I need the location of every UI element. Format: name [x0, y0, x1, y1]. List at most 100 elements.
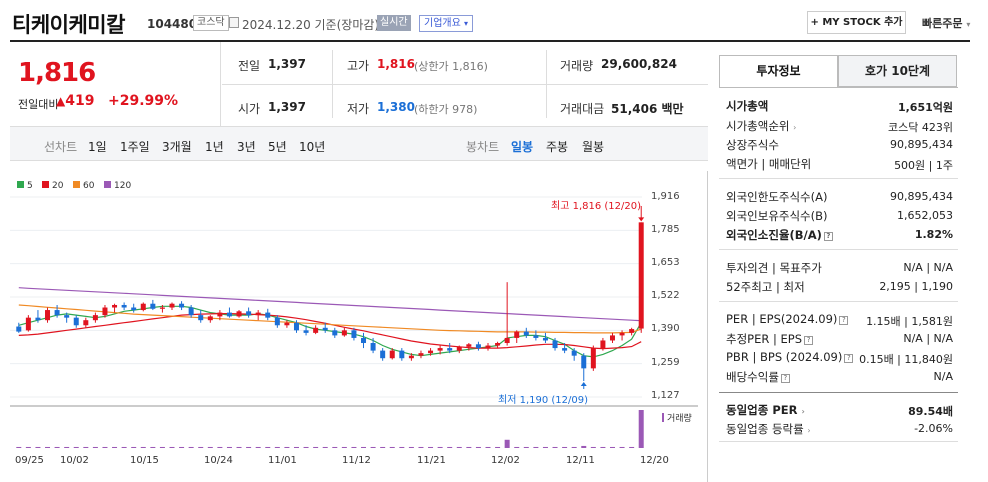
volume-bar: [140, 446, 146, 448]
ma60-line: [18, 304, 642, 334]
volume-bar: [198, 446, 204, 448]
volume-bar: [35, 446, 41, 448]
period-3m[interactable]: 3개월: [162, 140, 192, 154]
pbr-bps-value: 0.15배 | 11,840원: [859, 353, 953, 366]
candle-body: [150, 303, 156, 309]
candle-body: [112, 304, 118, 308]
volume-bar: [389, 446, 395, 448]
y-tick-label: 1,785: [651, 224, 680, 235]
ma120-line: [18, 287, 642, 322]
per-eps-value: 1.15배 | 1,581원: [866, 315, 953, 328]
volume-bar: [485, 446, 491, 448]
period-1y[interactable]: 1년: [205, 140, 224, 154]
candle-body: [159, 307, 165, 309]
legend-ma60-label: 60: [83, 181, 95, 191]
volume-bar: [274, 446, 280, 448]
info-icon[interactable]: ?: [844, 354, 854, 363]
tab-hoga-10[interactable]: 호가 10단계: [838, 55, 957, 87]
volume-bar: [351, 446, 357, 448]
quick-order-button[interactable]: 빠른주문 ▾: [922, 15, 970, 31]
volume-value: 29,600,824: [601, 57, 677, 71]
calendar-icon: [229, 17, 239, 28]
industry-rate-label[interactable]: 동일업종 등락률 ›: [726, 421, 811, 437]
volume-bar: [399, 446, 405, 448]
mystock-add-button[interactable]: + MY STOCK 추가: [807, 11, 906, 34]
up-arrow-icon: ▲: [56, 94, 66, 108]
volume-bar: [121, 446, 127, 448]
low-label: 저가: [347, 102, 370, 116]
company-overview-dropdown[interactable]: 기업개요 ▾: [419, 15, 474, 32]
candle-body: [92, 315, 98, 321]
stock-code: 104480: [147, 17, 198, 31]
low-annotation: 최저 1,190 (12/09): [498, 395, 589, 406]
foreign-hold-label: 외국인보유주식수(B): [726, 209, 828, 223]
legend-ma20: 20: [42, 181, 63, 191]
face-value-value: 500원 | 1주: [894, 159, 953, 172]
panel-divider: [719, 178, 958, 179]
info-icon[interactable]: ?: [804, 336, 814, 345]
period-3y[interactable]: 3년: [237, 140, 256, 154]
period-1d[interactable]: 1일: [88, 140, 107, 154]
price-chart[interactable]: [10, 190, 708, 482]
realtime-badge[interactable]: 실시간: [377, 15, 411, 31]
est-per-value: N/A | N/A: [903, 332, 953, 345]
volume-bar: [495, 446, 501, 448]
volume-bar: [437, 446, 443, 448]
chevron-right-icon: ›: [801, 407, 805, 416]
period-5y[interactable]: 5년: [268, 140, 287, 154]
volume-bar: [92, 446, 98, 448]
industry-per-value: 89.54배: [908, 405, 953, 418]
panel-divider: [719, 392, 958, 393]
volume-bar: [25, 446, 31, 448]
volume-axis-text: 거래량: [667, 414, 692, 424]
candle-body: [361, 337, 367, 344]
change-amount: 419: [65, 93, 95, 109]
period-weekly[interactable]: 주봉: [546, 140, 569, 154]
candle-body: [131, 307, 137, 311]
candle-body: [198, 315, 204, 321]
industry-per-label[interactable]: 동일업종 PER ›: [726, 402, 805, 418]
volume-bar: [456, 446, 462, 448]
tab-invest-info[interactable]: 투자정보: [719, 55, 838, 87]
candle-body: [351, 330, 357, 338]
open-value: 1,397: [268, 100, 306, 114]
candle-body: [303, 330, 309, 333]
volume-bar: [45, 446, 51, 448]
legend-ma20-label: 20: [52, 181, 64, 191]
foreign-rate-value: 1.82%: [914, 228, 953, 241]
foreign-rate-label: 외국인소진율(B/A)?: [726, 227, 833, 243]
market-cap-rank-label[interactable]: 시가총액순위 ›: [726, 118, 796, 134]
volume-bar: [466, 446, 472, 448]
candle-body: [73, 317, 79, 326]
candle-body: [313, 327, 319, 333]
date-text: 2024.12.20 기준(장마감): [242, 18, 380, 32]
volume-bar: [112, 446, 118, 448]
info-icon[interactable]: ?: [780, 374, 790, 383]
candle-body: [332, 330, 338, 336]
line-chart-label: 선차트: [44, 140, 78, 154]
candle-body: [466, 344, 472, 347]
est-per-text: 추정PER | EPS: [726, 332, 803, 346]
period-10y[interactable]: 10년: [299, 140, 326, 154]
period-bar: [10, 126, 708, 161]
candle-body: [495, 343, 501, 346]
period-1w[interactable]: 1주일: [120, 140, 150, 154]
volume-bar: [159, 446, 165, 448]
candle-body: [638, 222, 644, 329]
prev-close-value: 1,397: [268, 57, 306, 71]
foreign-limit-label: 외국인한도주식수(A): [726, 190, 828, 204]
candle-body: [236, 311, 242, 317]
period-daily[interactable]: 일봉: [511, 140, 534, 154]
volume-bar: [54, 446, 60, 448]
period-monthly[interactable]: 월봉: [582, 140, 605, 154]
volume-bar: [609, 446, 615, 448]
candle-body: [207, 316, 213, 321]
y-tick-label: 1,916: [651, 191, 680, 202]
x-tick-label: 11/01: [268, 455, 297, 466]
info-icon[interactable]: ?: [823, 232, 833, 241]
candle-body: [562, 348, 568, 351]
volume-bar: [590, 446, 596, 448]
candle-body: [246, 311, 252, 316]
open-label: 시가: [238, 102, 261, 116]
info-icon[interactable]: ?: [839, 316, 849, 325]
